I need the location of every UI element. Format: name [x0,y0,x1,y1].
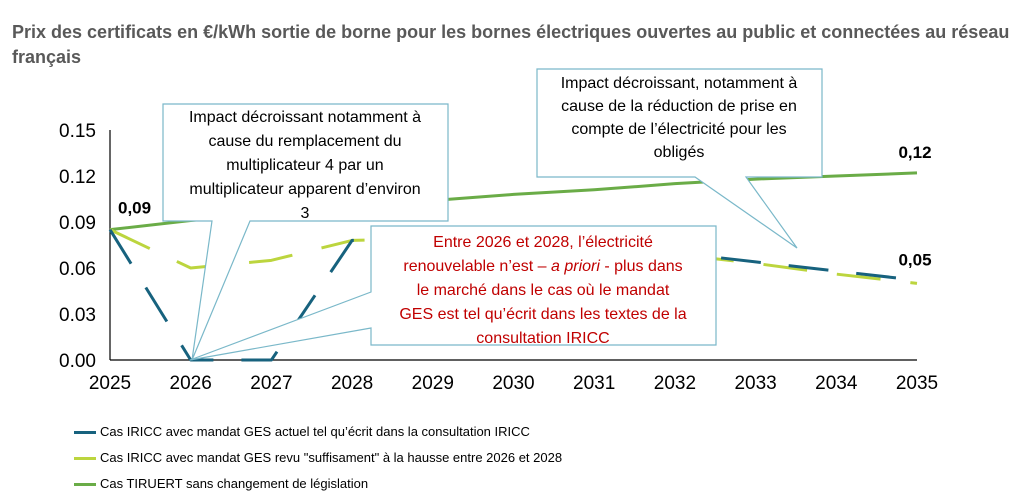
y-tick-label: 0.12 [59,167,96,188]
callout-1-text: Impact décroissant notamment à [189,109,421,126]
callout-2-text: compte de l’électricité pour les [571,121,786,138]
data-label: 0,05 [898,250,931,269]
legend-swatch [74,431,96,434]
legend-swatch [74,457,96,460]
callout-3-text: le marché dans le cas où le mandat [417,282,670,299]
callout-box-1 [162,103,449,361]
callout-1-text: cause du remplacement du [209,133,402,150]
callout-2-text: obligés [654,144,705,161]
series-line [109,228,918,285]
legend-label: Cas IRICC avec mandat GES actuel tel qu’… [100,424,530,439]
callout-1-text: 3 [301,205,310,222]
x-tick-label: 2032 [654,373,696,394]
y-tick-label: 0.03 [59,305,96,326]
data-labels: 0,09 0,12 0,05 [118,143,932,269]
legend-label: Cas IRICC avec mandat GES revu "suffisam… [100,450,563,465]
callout-2-text: cause de la réduction de prise en [561,98,797,115]
y-tick-label: 0.06 [59,259,96,280]
y-tick-labels: 0.00 0.03 0.06 0.09 0.12 0.15 [59,121,96,372]
y-tick-label: 0.00 [59,351,96,372]
callout-3-text: consultation IRICC [476,330,609,347]
callout-box-2 [536,68,823,249]
callout-1-text: multiplicateur apparent d’environ [189,181,420,198]
y-tick-label: 0.09 [59,213,96,234]
chart-title: Prix des certificats en €/kWh sortie de … [12,22,1010,67]
x-tick-label: 2035 [896,373,938,394]
callout-box-3 [189,225,717,361]
callouts: Impact décroissant notamment à cause du r… [162,68,823,361]
data-label: 0,09 [118,199,151,218]
x-tick-label: 2031 [573,373,615,394]
y-tick-label: 0.15 [59,121,96,142]
callout-2-text: Impact décroissant, notamment à [561,75,798,92]
x-tick-label: 2029 [412,373,454,394]
x-tick-label: 2030 [492,373,534,394]
x-tick-label: 2033 [734,373,776,394]
callout-3-text: GES est tel qu’écrit dans les textes de … [399,306,686,323]
x-tick-label: 2025 [89,373,131,394]
legend-label: Cas TIRUERT sans changement de législati… [100,476,369,491]
callout-3-text: Entre 2026 et 2028, l’électricité [433,234,653,251]
legend-swatch [74,483,96,486]
callout-1-text: multiplicateur 4 par un [226,157,383,174]
x-tick-label: 2034 [815,373,858,394]
x-tick-label: 2028 [331,373,373,394]
x-tick-label: 2026 [170,373,212,394]
x-tick-labels: 2025 2026 2027 2028 2029 2030 2031 2032 2033 2034… [89,373,938,394]
callout-3-text: renouvelable n’est – a priori - plus dan… [403,258,682,275]
x-tick-label: 2027 [250,373,292,394]
series-line [108,228,918,362]
data-label: 0,12 [898,143,931,162]
